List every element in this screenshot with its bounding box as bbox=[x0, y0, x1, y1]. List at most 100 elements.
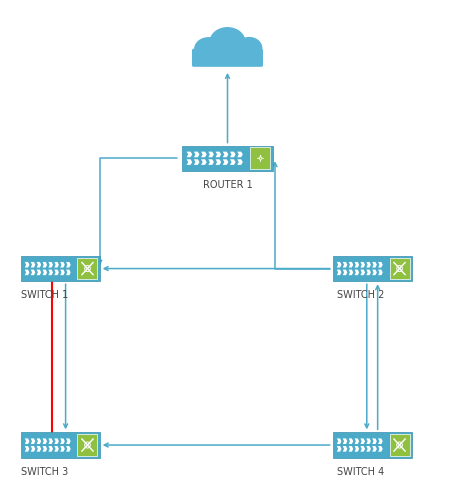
Ellipse shape bbox=[206, 46, 233, 65]
Polygon shape bbox=[378, 446, 383, 452]
Polygon shape bbox=[187, 152, 192, 157]
Polygon shape bbox=[343, 262, 347, 268]
Polygon shape bbox=[42, 262, 47, 268]
FancyBboxPatch shape bbox=[20, 432, 100, 458]
Ellipse shape bbox=[210, 28, 245, 56]
Polygon shape bbox=[54, 446, 59, 452]
FancyBboxPatch shape bbox=[389, 258, 410, 280]
FancyBboxPatch shape bbox=[77, 434, 97, 456]
Polygon shape bbox=[30, 270, 35, 275]
Text: ROUTER 1: ROUTER 1 bbox=[202, 180, 253, 190]
Polygon shape bbox=[208, 159, 214, 165]
Polygon shape bbox=[372, 438, 377, 444]
Polygon shape bbox=[372, 270, 377, 275]
FancyBboxPatch shape bbox=[250, 147, 270, 169]
Polygon shape bbox=[360, 270, 365, 275]
Polygon shape bbox=[187, 159, 192, 165]
Polygon shape bbox=[201, 152, 207, 157]
Polygon shape bbox=[54, 438, 59, 444]
Polygon shape bbox=[366, 446, 371, 452]
Polygon shape bbox=[36, 438, 41, 444]
Polygon shape bbox=[366, 262, 371, 268]
Polygon shape bbox=[230, 159, 236, 165]
Text: SWITCH 4: SWITCH 4 bbox=[337, 466, 384, 477]
Polygon shape bbox=[42, 270, 47, 275]
Polygon shape bbox=[354, 262, 359, 268]
FancyBboxPatch shape bbox=[333, 256, 412, 282]
Polygon shape bbox=[360, 262, 365, 268]
Polygon shape bbox=[194, 159, 199, 165]
Polygon shape bbox=[337, 438, 341, 444]
Polygon shape bbox=[349, 446, 353, 452]
Polygon shape bbox=[354, 270, 359, 275]
FancyBboxPatch shape bbox=[192, 49, 263, 66]
Polygon shape bbox=[48, 270, 53, 275]
Polygon shape bbox=[354, 446, 359, 452]
Polygon shape bbox=[360, 438, 365, 444]
Polygon shape bbox=[354, 438, 359, 444]
Polygon shape bbox=[66, 446, 71, 452]
Polygon shape bbox=[60, 438, 65, 444]
Polygon shape bbox=[201, 159, 207, 165]
Polygon shape bbox=[60, 270, 65, 275]
Ellipse shape bbox=[226, 45, 252, 65]
Polygon shape bbox=[230, 152, 236, 157]
Polygon shape bbox=[208, 152, 214, 157]
Text: SWITCH 3: SWITCH 3 bbox=[20, 466, 68, 477]
Polygon shape bbox=[223, 152, 228, 157]
Text: SWITCH 2: SWITCH 2 bbox=[337, 290, 384, 300]
Polygon shape bbox=[25, 446, 30, 452]
Polygon shape bbox=[54, 270, 59, 275]
Text: SWITCH 1: SWITCH 1 bbox=[20, 290, 68, 300]
Polygon shape bbox=[60, 446, 65, 452]
Polygon shape bbox=[30, 438, 35, 444]
Polygon shape bbox=[343, 438, 347, 444]
Polygon shape bbox=[237, 159, 243, 165]
Polygon shape bbox=[378, 438, 383, 444]
Ellipse shape bbox=[237, 37, 262, 58]
Polygon shape bbox=[237, 152, 243, 157]
Polygon shape bbox=[349, 270, 353, 275]
Polygon shape bbox=[337, 446, 341, 452]
Polygon shape bbox=[66, 262, 71, 268]
Polygon shape bbox=[378, 270, 383, 275]
FancyBboxPatch shape bbox=[333, 432, 412, 458]
Polygon shape bbox=[194, 152, 199, 157]
FancyBboxPatch shape bbox=[389, 434, 410, 456]
Polygon shape bbox=[48, 438, 53, 444]
Polygon shape bbox=[372, 446, 377, 452]
Polygon shape bbox=[30, 446, 35, 452]
Polygon shape bbox=[25, 262, 30, 268]
Polygon shape bbox=[366, 270, 371, 275]
Polygon shape bbox=[343, 270, 347, 275]
Polygon shape bbox=[349, 438, 353, 444]
Polygon shape bbox=[60, 262, 65, 268]
Polygon shape bbox=[66, 270, 71, 275]
Polygon shape bbox=[372, 262, 377, 268]
Ellipse shape bbox=[195, 38, 222, 60]
Polygon shape bbox=[223, 159, 228, 165]
Polygon shape bbox=[30, 262, 35, 268]
Polygon shape bbox=[25, 270, 30, 275]
Polygon shape bbox=[360, 446, 365, 452]
Polygon shape bbox=[48, 446, 53, 452]
Polygon shape bbox=[349, 262, 353, 268]
FancyBboxPatch shape bbox=[182, 145, 273, 171]
Polygon shape bbox=[337, 262, 341, 268]
Polygon shape bbox=[42, 438, 47, 444]
Polygon shape bbox=[216, 152, 221, 157]
Polygon shape bbox=[378, 262, 383, 268]
Polygon shape bbox=[66, 438, 71, 444]
FancyBboxPatch shape bbox=[77, 258, 97, 280]
Polygon shape bbox=[48, 262, 53, 268]
Polygon shape bbox=[366, 438, 371, 444]
Polygon shape bbox=[36, 262, 41, 268]
Polygon shape bbox=[36, 270, 41, 275]
FancyBboxPatch shape bbox=[20, 256, 100, 282]
Polygon shape bbox=[343, 446, 347, 452]
Polygon shape bbox=[25, 438, 30, 444]
Polygon shape bbox=[36, 446, 41, 452]
Polygon shape bbox=[216, 159, 221, 165]
Polygon shape bbox=[54, 262, 59, 268]
Polygon shape bbox=[337, 270, 341, 275]
